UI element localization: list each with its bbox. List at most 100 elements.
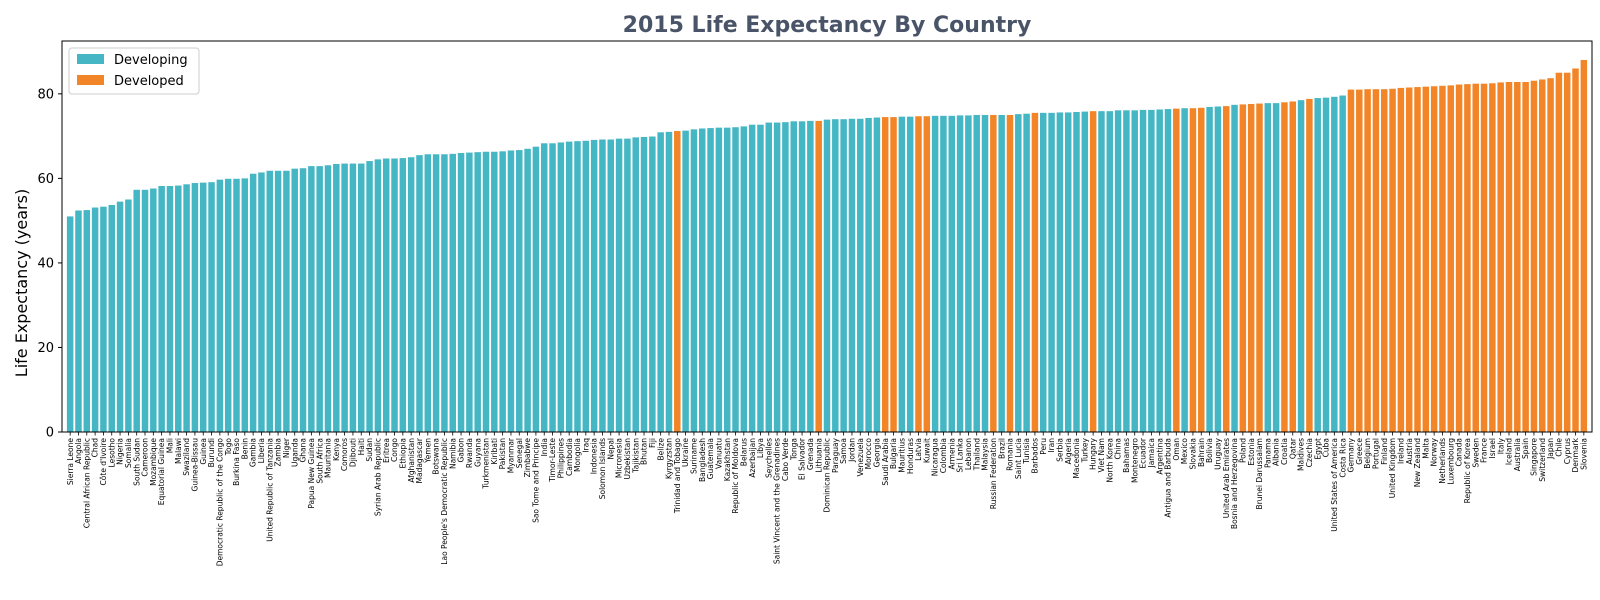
bar xyxy=(815,120,822,432)
x-tick-label: Bosnia and Herzegovina xyxy=(1230,438,1239,529)
bar xyxy=(416,155,423,432)
bar xyxy=(224,178,232,432)
y-tick-label: 0 xyxy=(46,426,54,441)
x-tick-label: Denmark xyxy=(1571,437,1580,472)
x-tick-label: United Arab Emirates xyxy=(1222,438,1231,518)
bar xyxy=(141,189,149,432)
x-tick-label: Serbia xyxy=(1055,438,1064,462)
bar xyxy=(1447,85,1455,432)
x-tick-label: Comoros xyxy=(340,438,349,471)
x-tick-label: United States of America xyxy=(1330,438,1339,532)
x-tick-label: Croatia xyxy=(1280,438,1289,465)
x-tick-label: Mozambique xyxy=(149,438,158,486)
x-tick-label: Grenada xyxy=(806,438,815,470)
bar xyxy=(374,159,382,433)
legend: Developing Developed xyxy=(68,47,200,95)
bar xyxy=(732,127,739,432)
bar xyxy=(1148,109,1155,433)
bar xyxy=(665,131,673,432)
x-tick-label: Morocco xyxy=(864,438,873,470)
bar xyxy=(532,146,540,432)
x-tick-label: Ukraine xyxy=(681,438,690,467)
bar xyxy=(100,206,107,432)
x-tick-label: Burkina Faso xyxy=(232,438,241,486)
bar xyxy=(574,141,581,432)
bar xyxy=(333,164,340,432)
bar xyxy=(524,148,531,433)
x-tick-label: Ethiopia xyxy=(398,438,407,469)
x-tick-label: Bolivia xyxy=(1205,438,1214,463)
x-tick-label: Central African Republic xyxy=(82,438,91,528)
bar xyxy=(540,143,548,433)
bar xyxy=(848,118,856,432)
x-tick-label: New Zealand xyxy=(1413,438,1422,488)
bar xyxy=(283,170,290,432)
bar xyxy=(990,114,997,432)
bar xyxy=(1048,112,1055,433)
x-tick-label: Bangladesh xyxy=(698,438,707,482)
bar xyxy=(715,127,723,433)
x-tick-label: Equatorial Guinea xyxy=(157,438,166,505)
bar xyxy=(931,115,939,432)
x-tick-label: Tajikistan xyxy=(631,438,640,474)
bar xyxy=(1189,108,1197,433)
x-tick-label: Syrian Arab Republic xyxy=(373,438,382,516)
x-tick-label: Cabo Verde xyxy=(781,438,790,481)
bar xyxy=(1023,113,1030,432)
bar xyxy=(1297,100,1305,433)
x-tick-label: Jamaica xyxy=(1147,438,1156,469)
x-tick-label: Suriname xyxy=(690,438,699,474)
bar xyxy=(1272,103,1280,432)
x-tick-label: Malta xyxy=(1421,438,1430,459)
x-tick-label: Bahrain xyxy=(1197,438,1206,467)
x-tick-label: Azerbaijan xyxy=(748,438,757,478)
bar xyxy=(1380,89,1388,432)
bar xyxy=(1514,82,1521,432)
bar xyxy=(316,166,323,432)
x-tick-label: Spain xyxy=(1521,438,1530,459)
bar xyxy=(1173,108,1180,432)
x-tick-label: Zambia xyxy=(274,438,283,466)
y-tick-label: 80 xyxy=(37,87,54,102)
y-tick-label: 60 xyxy=(37,172,54,187)
x-tick-label: Bahamas xyxy=(1122,438,1131,473)
bar xyxy=(358,163,365,432)
bar xyxy=(150,188,157,432)
bar xyxy=(748,124,756,432)
x-tick-label: Canada xyxy=(1455,438,1464,467)
x-tick-label: Lesotho xyxy=(107,438,116,468)
bar xyxy=(1131,110,1138,432)
bar xyxy=(1064,112,1072,432)
x-tick-label: Dominican Republic xyxy=(823,438,832,513)
bar xyxy=(823,119,831,433)
bar xyxy=(1505,82,1513,432)
bar xyxy=(690,129,698,432)
x-tick-label: Brunei Darussalam xyxy=(1255,438,1264,509)
x-tick-label: Kiribati xyxy=(490,438,499,465)
bar xyxy=(1114,110,1122,432)
x-tick-label: Indonesia xyxy=(590,438,599,474)
x-tick-label: Iran xyxy=(1047,438,1056,453)
bar xyxy=(956,115,964,433)
chart-title: 2015 Life Expectancy By Country xyxy=(623,13,1032,38)
bar xyxy=(291,168,298,432)
x-tick-label: Italy xyxy=(1496,437,1505,454)
bars-group xyxy=(66,60,1588,433)
bar xyxy=(183,184,190,432)
x-tick-label: Australia xyxy=(1513,438,1522,471)
x-tick-label: Burundi xyxy=(207,438,216,467)
bar xyxy=(782,122,789,432)
bar xyxy=(1580,60,1588,433)
x-tick-label: Netherlands xyxy=(1438,438,1447,484)
x-tick-label: Cameroon xyxy=(141,438,150,477)
bar xyxy=(1289,101,1296,432)
x-tick-label: North Korea xyxy=(1105,438,1114,483)
x-tick-label: Benin xyxy=(240,438,249,460)
bar xyxy=(391,158,398,432)
x-tick-label: Russian Federation xyxy=(989,438,998,509)
bar xyxy=(1256,103,1263,432)
x-tick-label: Guatemala xyxy=(706,438,715,479)
x-tick-label: France xyxy=(1480,438,1489,463)
x-tick-label: Singapore xyxy=(1530,438,1539,476)
bar xyxy=(83,210,91,432)
